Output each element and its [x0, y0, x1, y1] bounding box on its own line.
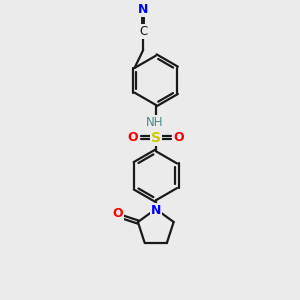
Text: O: O [174, 131, 184, 144]
Text: O: O [127, 131, 138, 144]
Text: O: O [112, 207, 123, 220]
Text: NH: NH [146, 116, 163, 129]
Text: N: N [151, 204, 161, 217]
Text: C: C [139, 25, 147, 38]
Text: N: N [138, 3, 148, 16]
Text: S: S [151, 130, 161, 145]
